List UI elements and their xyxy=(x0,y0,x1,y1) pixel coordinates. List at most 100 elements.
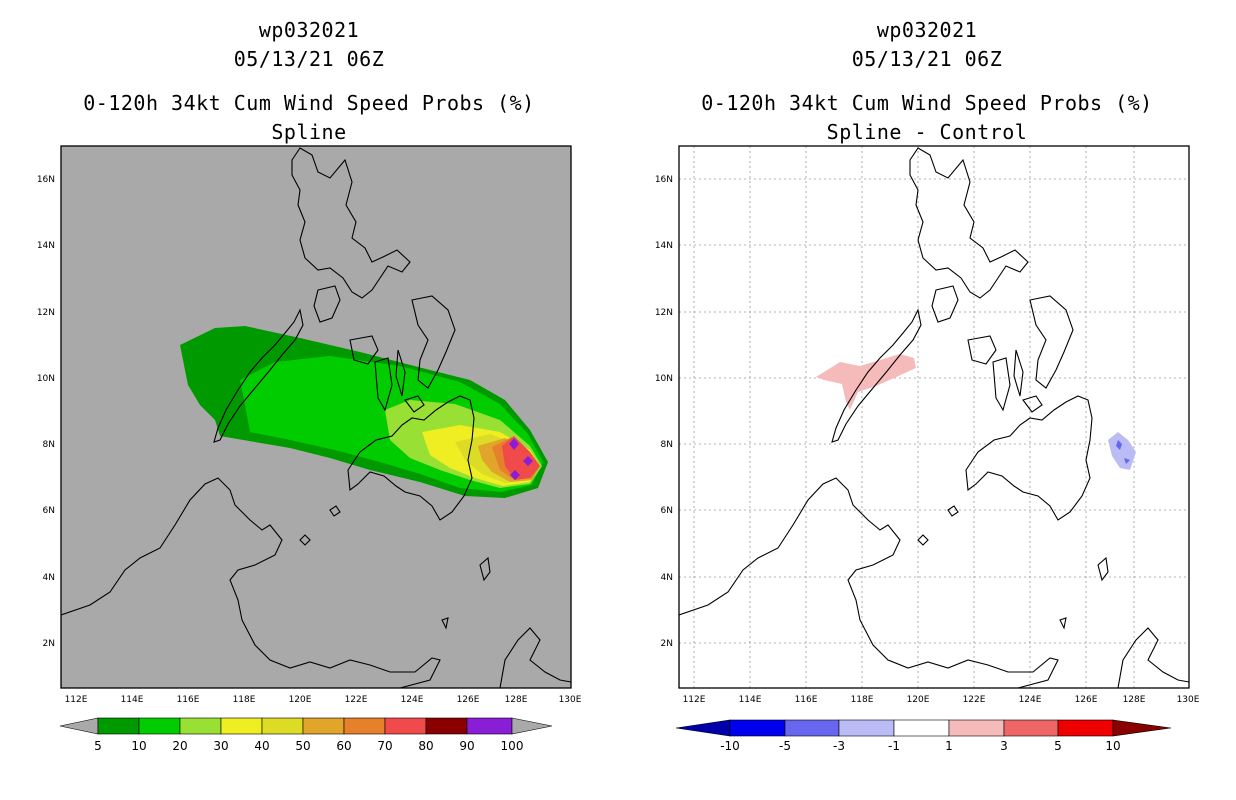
panel-subtitle: Spline - Control xyxy=(826,120,1028,144)
colorbar-label: 50 xyxy=(295,739,310,753)
colorbar-label: 60 xyxy=(336,739,351,753)
coastline-palawan xyxy=(213,308,304,443)
colorbar-label: -5 xyxy=(779,739,791,753)
lat-label: 6N xyxy=(43,506,55,516)
lat-label: 10N xyxy=(655,374,673,384)
storm-id-title: wp032021 xyxy=(876,18,978,42)
coastline-islet xyxy=(1059,556,1109,630)
coastline-luzon xyxy=(291,147,411,299)
prob-band-90 xyxy=(510,470,520,480)
colorbar-label: 10 xyxy=(1105,739,1120,753)
lon-label: 112E xyxy=(65,695,88,705)
coastline-sulawesi xyxy=(499,627,571,688)
coastline-luzon xyxy=(909,147,1029,299)
lat-label: 10N xyxy=(37,374,55,384)
prob-band-90 xyxy=(509,438,519,450)
colorbar-cell xyxy=(97,717,140,735)
map-frame xyxy=(60,145,572,689)
lon-label: 120E xyxy=(289,695,312,705)
lon-label: 116E xyxy=(795,695,818,705)
probability-contours xyxy=(180,326,548,498)
coastline-bohol xyxy=(404,395,425,413)
coastline-mindoro xyxy=(931,285,959,323)
prob-band-90 xyxy=(523,456,533,466)
lat-lon-grid xyxy=(679,146,1189,688)
coastline-sulu-islands xyxy=(917,505,959,546)
map-difference: 2N 4N 6N 8N 10N 12N 14N 16N 112E 114E 11… xyxy=(655,145,1200,753)
colorbar-cell xyxy=(466,717,513,735)
lat-label: 8N xyxy=(661,440,673,450)
colorbar-over-arrow xyxy=(1112,719,1172,737)
coastline-mindanao xyxy=(347,395,475,521)
valid-time-title: 05/13/21 06Z xyxy=(851,47,1003,71)
coastline-bohol xyxy=(1022,395,1043,413)
panel-spline-minus-control: wp032021 05/13/21 06Z 0-120h 34kt Cum Wi… xyxy=(618,0,1236,800)
coastline-negros xyxy=(992,357,1011,412)
latitude-labels: 2N 4N 6N 8N 10N 12N 14N 16N xyxy=(37,175,55,649)
colorbar-label: 5 xyxy=(1054,739,1062,753)
lon-label: 124E xyxy=(401,695,424,705)
lat-label: 4N xyxy=(661,573,673,583)
coastline-borneo xyxy=(679,477,1059,688)
lon-label: 112E xyxy=(683,695,706,705)
colorbar-cell xyxy=(729,719,786,737)
lat-label: 12N xyxy=(37,308,55,318)
coastline-negros xyxy=(374,357,393,412)
difference-contours xyxy=(816,354,1136,470)
lat-label: 16N xyxy=(655,175,673,185)
coastline-samar-leyte xyxy=(411,295,456,389)
lon-label: 118E xyxy=(233,695,256,705)
colorbar-cell xyxy=(1003,719,1059,737)
coastline-palawan xyxy=(831,308,922,443)
latitude-labels: 2N 4N 6N 8N 10N 12N 14N 16N xyxy=(655,175,673,649)
lon-label: 122E xyxy=(345,695,368,705)
lat-label: 16N xyxy=(37,175,55,185)
colorbar-label: 3 xyxy=(1000,739,1008,753)
lat-label: 2N xyxy=(661,639,673,649)
lon-label: 118E xyxy=(851,695,874,705)
colorbar-label: 80 xyxy=(418,739,433,753)
map-background xyxy=(679,146,1189,688)
colorbar-label: -10 xyxy=(720,739,740,753)
product-title: 0-120h 34kt Cum Wind Speed Probs (%) xyxy=(83,91,535,115)
lon-label: 114E xyxy=(739,695,762,705)
coastline-cebu xyxy=(395,349,406,397)
lon-label: 126E xyxy=(457,695,480,705)
longitude-labels: 112E 114E 116E 118E 120E 122E 124E 126E … xyxy=(65,695,582,705)
coastline-sulu-islands xyxy=(299,505,341,546)
lon-label: 128E xyxy=(505,695,528,705)
colorbar-cell xyxy=(784,719,840,737)
colorbar-label: -3 xyxy=(833,739,845,753)
colorbar-cell xyxy=(179,717,222,735)
product-title: 0-120h 34kt Cum Wind Speed Probs (%) xyxy=(701,91,1153,115)
lon-label: 120E xyxy=(907,695,930,705)
diff-band-negative-3-5 xyxy=(1116,440,1122,450)
colorbar-cell xyxy=(384,717,427,735)
lat-label: 2N xyxy=(43,639,55,649)
diff-band-positive-1-3 xyxy=(816,354,916,410)
colorbar-labels: -10 -5 -3 -1 1 3 5 10 xyxy=(720,739,1120,753)
lat-label: 6N xyxy=(661,506,673,516)
colorbar-cell xyxy=(261,717,304,735)
colorbar-probability xyxy=(59,717,553,735)
colorbar-label: -1 xyxy=(888,739,900,753)
colorbar-label: 90 xyxy=(459,739,474,753)
longitude-labels: 112E 114E 116E 118E 120E 122E 124E 126E … xyxy=(683,695,1200,705)
map-frame xyxy=(678,145,1190,689)
lat-label: 12N xyxy=(655,308,673,318)
colorbar-cell xyxy=(138,717,181,735)
diff-band-negative-3-5 xyxy=(1124,458,1130,464)
coastline-panay xyxy=(349,335,379,365)
colorbar-label: 30 xyxy=(213,739,228,753)
lon-label: 116E xyxy=(177,695,200,705)
coastlines xyxy=(679,147,1189,688)
colorbar-label: 10 xyxy=(131,739,146,753)
lon-label: 130E xyxy=(1177,695,1200,705)
coastline-mindoro xyxy=(313,285,341,323)
panel-subtitle: Spline xyxy=(271,120,347,144)
colorbar-cell xyxy=(893,719,950,737)
coastline-cebu xyxy=(1013,349,1024,397)
colorbar-label: 40 xyxy=(254,739,269,753)
storm-id-title: wp032021 xyxy=(258,18,360,42)
coastlines xyxy=(61,147,571,688)
